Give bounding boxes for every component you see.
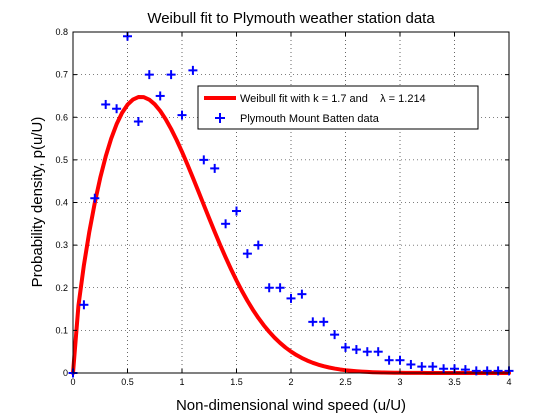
data-point xyxy=(188,65,198,75)
data-point xyxy=(384,355,394,365)
y-tick-label: 0.3 xyxy=(55,240,68,250)
legend-plus-marker xyxy=(215,113,225,123)
data-point xyxy=(155,91,165,101)
legend: Weibull fit with k = 1.7 and λ = 1.214 P… xyxy=(197,85,479,130)
data-point xyxy=(166,70,176,80)
x-tick-label: 0.5 xyxy=(121,377,134,387)
y-tick-label: 0.1 xyxy=(55,325,68,335)
x-tick-label: 0 xyxy=(70,377,75,387)
y-axis-label: Probability density, p(u/U) xyxy=(29,117,46,288)
x-tick-label: 1 xyxy=(179,377,184,387)
y-axis-ticks: 0 0.1 0.2 0.3 0.4 0.5 0.6 0.7 0.8 xyxy=(55,27,509,378)
data-point xyxy=(199,155,209,165)
data-point xyxy=(319,317,329,327)
data-point xyxy=(210,163,220,173)
x-tick-label: 4 xyxy=(506,377,511,387)
data-point xyxy=(406,359,416,369)
data-point xyxy=(101,99,111,109)
y-tick-label: 0 xyxy=(63,368,68,378)
x-axis-ticks: 0 0.5 1 1.5 2 2.5 3 3.5 4 xyxy=(70,32,512,387)
data-point xyxy=(439,364,449,374)
data-point xyxy=(253,240,263,250)
data-point xyxy=(275,283,285,293)
y-tick-label: 0.5 xyxy=(55,155,68,165)
data-point xyxy=(341,342,350,352)
data-point xyxy=(242,249,252,259)
x-tick-label: 3 xyxy=(397,377,402,387)
x-tick-label: 1.5 xyxy=(230,377,243,387)
data-point xyxy=(471,366,481,376)
plymouth-data-series xyxy=(68,31,514,378)
data-point xyxy=(351,345,361,355)
x-tick-label: 2.5 xyxy=(339,377,352,387)
data-point xyxy=(308,317,318,327)
data-point xyxy=(417,362,427,372)
data-point xyxy=(177,110,187,120)
data-point xyxy=(90,193,100,203)
y-tick-label: 0.2 xyxy=(55,283,68,293)
data-point xyxy=(395,355,405,365)
data-point xyxy=(362,347,372,357)
legend-box xyxy=(197,85,479,130)
y-tick-label: 0.7 xyxy=(55,70,68,80)
data-point xyxy=(297,289,307,299)
data-point xyxy=(112,104,122,114)
data-point xyxy=(221,219,231,229)
legend-label-plymouth-data: Plymouth Mount Batten data xyxy=(240,113,380,125)
data-point xyxy=(482,366,492,376)
x-tick-label: 2 xyxy=(288,377,293,387)
data-point xyxy=(493,366,503,376)
data-point xyxy=(373,347,383,357)
data-point xyxy=(79,300,89,310)
data-point xyxy=(133,117,143,127)
y-tick-label: 0.4 xyxy=(55,198,68,208)
y-tick-label: 0.8 xyxy=(55,27,68,37)
chart-title: Weibull fit to Plymouth weather station … xyxy=(147,10,435,27)
data-point xyxy=(330,330,340,340)
data-point xyxy=(264,283,274,293)
data-point xyxy=(286,293,296,303)
data-point xyxy=(428,362,438,372)
y-tick-label: 0.6 xyxy=(55,112,68,122)
legend-label-weibull-fit: Weibull fit with k = 1.7 and λ = 1.214 xyxy=(240,93,426,105)
data-point xyxy=(144,70,154,80)
data-point xyxy=(232,206,241,216)
x-axis-label: Non-dimensional wind speed (u/U) xyxy=(176,397,406,414)
x-tick-label: 3.5 xyxy=(448,377,461,387)
